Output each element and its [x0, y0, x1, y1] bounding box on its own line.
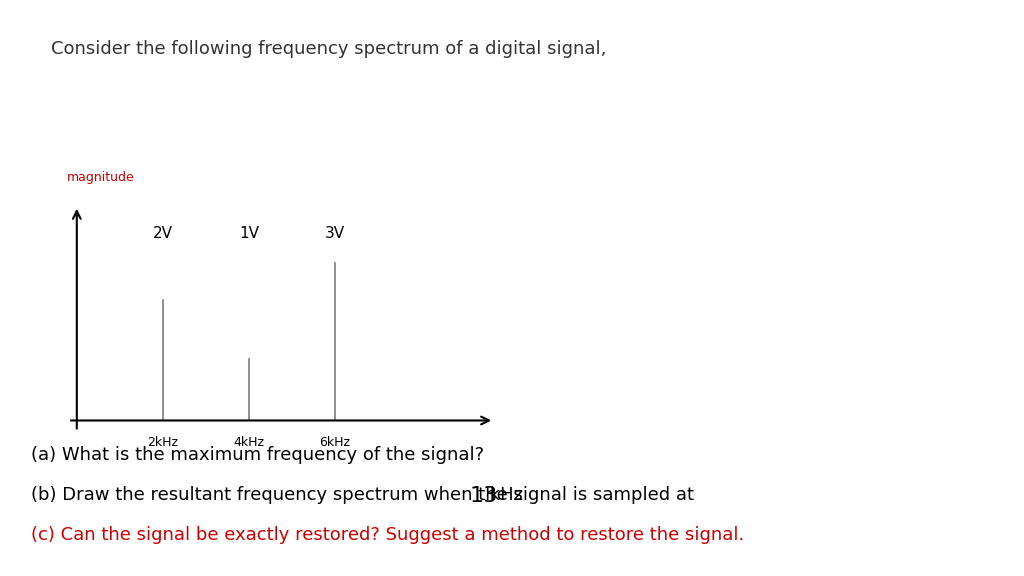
Text: 4kHz: 4kHz	[233, 436, 264, 449]
Text: 2V: 2V	[153, 226, 173, 241]
Text: 3V: 3V	[325, 226, 345, 241]
Text: 1V: 1V	[239, 226, 259, 241]
Text: Consider the following frequency spectrum of a digital signal,: Consider the following frequency spectru…	[51, 40, 606, 58]
Text: 13: 13	[469, 486, 498, 506]
Text: magnitude: magnitude	[67, 171, 134, 184]
Text: 6kHz: 6kHz	[319, 436, 350, 449]
Text: (a) What is the maximum frequency of the signal?: (a) What is the maximum frequency of the…	[31, 446, 484, 464]
Text: (c) Can the signal be exactly restored? Suggest a method to restore the signal.: (c) Can the signal be exactly restored? …	[31, 526, 744, 544]
Text: kHz: kHz	[484, 486, 523, 504]
Text: 2kHz: 2kHz	[147, 436, 178, 449]
Text: (b) Draw the resultant frequency spectrum when the signal is sampled at: (b) Draw the resultant frequency spectru…	[31, 486, 699, 504]
